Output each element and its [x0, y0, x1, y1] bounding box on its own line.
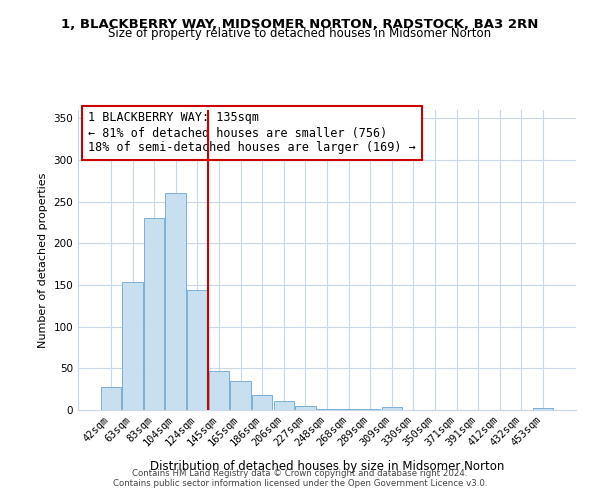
- Bar: [252, 395, 272, 410]
- Bar: [101, 386, 121, 410]
- Text: Size of property relative to detached houses in Midsomer Norton: Size of property relative to detached ho…: [109, 28, 491, 40]
- Text: 1, BLACKBERRY WAY, MIDSOMER NORTON, RADSTOCK, BA3 2RN: 1, BLACKBERRY WAY, MIDSOMER NORTON, RADS…: [61, 18, 539, 30]
- Bar: [295, 406, 316, 410]
- Y-axis label: Number of detached properties: Number of detached properties: [38, 172, 48, 348]
- Bar: [166, 194, 186, 410]
- Bar: [382, 406, 402, 410]
- Bar: [274, 401, 294, 410]
- Bar: [338, 409, 359, 410]
- Bar: [533, 408, 553, 410]
- Bar: [317, 409, 337, 410]
- Bar: [122, 282, 143, 410]
- X-axis label: Distribution of detached houses by size in Midsomer Norton: Distribution of detached houses by size …: [150, 460, 504, 472]
- Bar: [187, 290, 208, 410]
- Bar: [230, 381, 251, 410]
- Bar: [144, 218, 164, 410]
- Bar: [360, 409, 380, 410]
- Text: 1 BLACKBERRY WAY: 135sqm
← 81% of detached houses are smaller (756)
18% of semi-: 1 BLACKBERRY WAY: 135sqm ← 81% of detach…: [88, 112, 416, 154]
- Bar: [209, 371, 229, 410]
- Text: Contains HM Land Registry data © Crown copyright and database right 2024.: Contains HM Land Registry data © Crown c…: [132, 468, 468, 477]
- Text: Contains public sector information licensed under the Open Government Licence v3: Contains public sector information licen…: [113, 478, 487, 488]
